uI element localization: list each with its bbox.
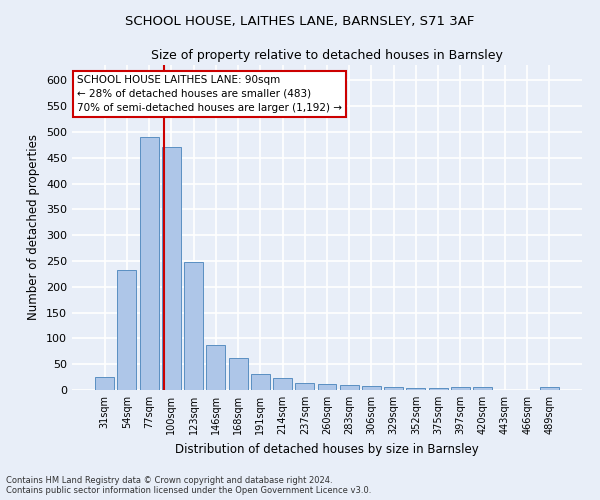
Bar <box>362 386 381 390</box>
Bar <box>273 378 292 390</box>
Bar <box>229 358 248 390</box>
X-axis label: Distribution of detached houses by size in Barnsley: Distribution of detached houses by size … <box>175 442 479 456</box>
Bar <box>184 262 203 390</box>
Bar <box>451 387 470 390</box>
Y-axis label: Number of detached properties: Number of detached properties <box>28 134 40 320</box>
Bar <box>384 388 403 390</box>
Bar <box>95 376 114 390</box>
Bar <box>251 374 270 390</box>
Bar <box>340 385 359 390</box>
Bar <box>429 388 448 390</box>
Bar <box>140 136 158 390</box>
Bar <box>295 384 314 390</box>
Bar <box>162 147 181 390</box>
Bar <box>118 270 136 390</box>
Text: SCHOOL HOUSE, LAITHES LANE, BARNSLEY, S71 3AF: SCHOOL HOUSE, LAITHES LANE, BARNSLEY, S7… <box>125 15 475 28</box>
Bar <box>540 388 559 390</box>
Bar <box>206 344 225 390</box>
Bar <box>406 388 425 390</box>
Bar <box>473 387 492 390</box>
Text: SCHOOL HOUSE LAITHES LANE: 90sqm
← 28% of detached houses are smaller (483)
70% : SCHOOL HOUSE LAITHES LANE: 90sqm ← 28% o… <box>77 74 342 113</box>
Bar <box>317 384 337 390</box>
Text: Contains HM Land Registry data © Crown copyright and database right 2024.
Contai: Contains HM Land Registry data © Crown c… <box>6 476 371 495</box>
Title: Size of property relative to detached houses in Barnsley: Size of property relative to detached ho… <box>151 50 503 62</box>
